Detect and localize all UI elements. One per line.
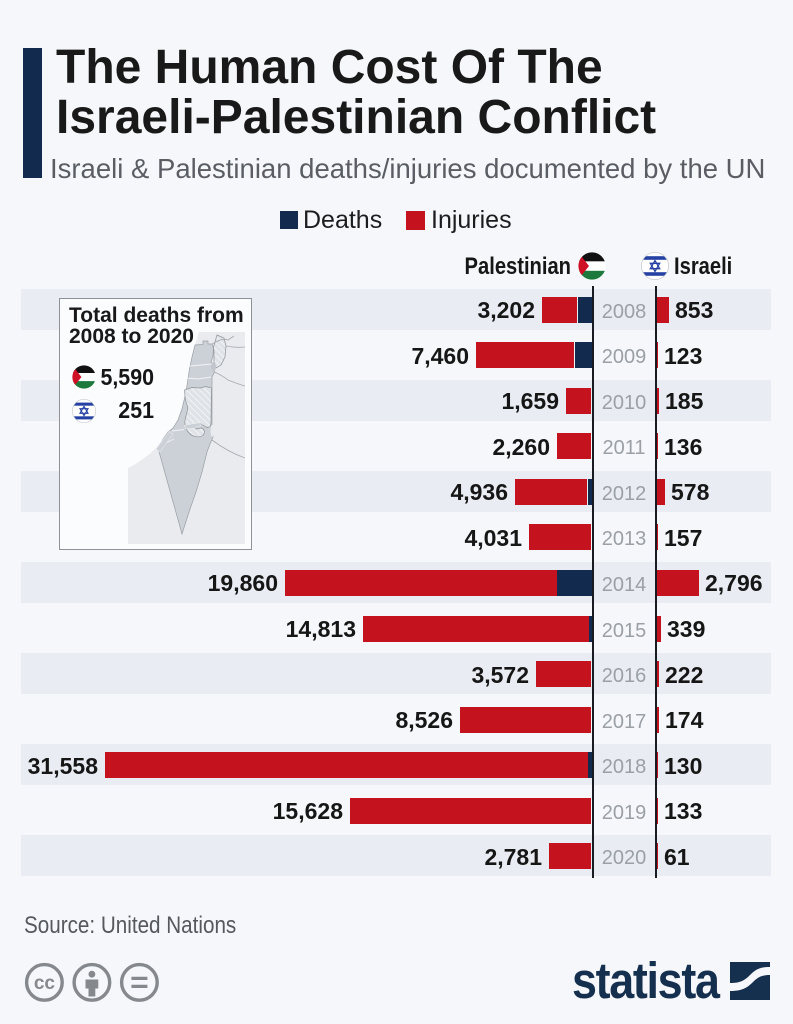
svg-text:cc: cc: [34, 973, 56, 994]
